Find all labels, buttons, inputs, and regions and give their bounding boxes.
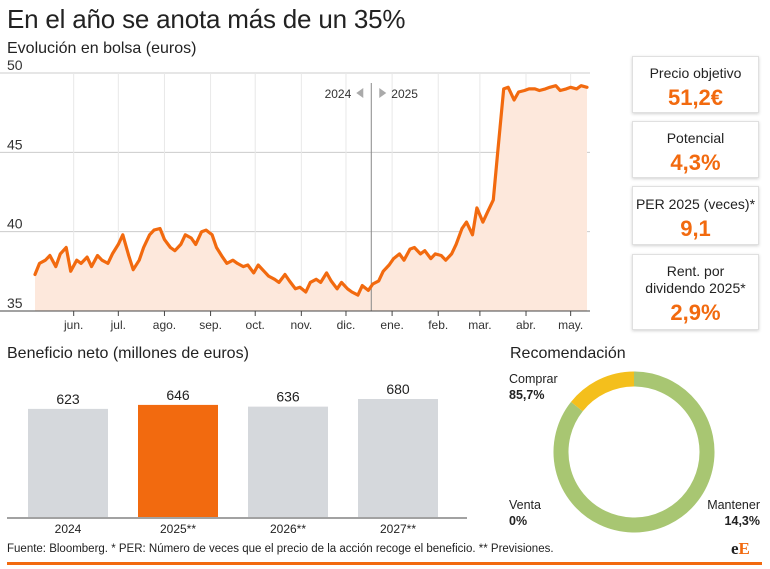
slice-label-value: 0%: [509, 514, 527, 528]
footer-rule: [7, 562, 762, 565]
x-tick-label: abr.: [516, 318, 536, 332]
recommendation-donut-chart: Comprar 85,7% Mantener 14,3% Venta 0%: [509, 371, 760, 533]
bar-2027: [358, 399, 438, 517]
bar-category-label: 2025**: [160, 522, 196, 536]
bar-2024: [28, 408, 108, 517]
chart-subtitle: Evolución en bolsa (euros): [7, 40, 197, 57]
x-tick-label: dic.: [337, 318, 356, 332]
x-tick-label: oct.: [246, 318, 265, 332]
card-label-line2: dividendo 2025*: [645, 280, 746, 296]
slice-label-name: Venta: [509, 498, 541, 512]
brand-logo: eE: [731, 539, 750, 559]
card-label: Precio objetivo: [649, 65, 742, 81]
x-tick-label: jun.: [63, 318, 83, 332]
arrow-left-icon: [356, 88, 364, 98]
slice-label-name: Comprar: [509, 372, 558, 386]
card-label-line1: Rent. por: [666, 263, 725, 279]
dividend-card: Rent. por dividendo 2025* 2,9%: [632, 254, 759, 330]
y-tick-label: 40: [7, 216, 23, 232]
bar-2026: [248, 406, 328, 517]
y-tick-label: 45: [7, 136, 23, 152]
recommendation-section-title: Recomendación: [510, 345, 626, 362]
card-label: Potencial: [666, 130, 725, 146]
logo-letter-e: e: [731, 539, 739, 558]
price-line: [33, 84, 589, 297]
card-value: 2,9%: [670, 300, 721, 325]
profit-section-title: Beneficio neto (millones de euros): [7, 345, 249, 362]
logo-letter-E: E: [738, 539, 750, 558]
bar-category-label: 2027**: [380, 522, 416, 536]
year-label-2024: 2024: [325, 87, 352, 101]
x-tick-label: ene.: [380, 318, 403, 332]
y-tick-label: 35: [7, 295, 23, 311]
source-note: Fuente: Bloomberg. * PER: Número de vece…: [7, 543, 554, 555]
donut-slice-mantener: [571, 371, 635, 412]
bar-value-label: 680: [386, 381, 410, 397]
bar-2025: [138, 404, 218, 517]
year-label-2025: 2025: [391, 87, 418, 101]
page-title: En el año se anota más de un 35%: [7, 4, 406, 34]
stock-price-chart: 35 40 45 50 2024 2025 jun. jul. ago. sep. oct. nov.…: [0, 57, 590, 332]
y-tick-label: 50: [7, 57, 23, 73]
net-profit-chart: 623 2024 646 2025** 636 2026** 680 2027**: [7, 381, 467, 536]
bar-category-label: 2024: [55, 522, 82, 536]
x-tick-label: ago.: [153, 318, 176, 332]
target-price-card: Precio objetivo 51,2€: [632, 56, 759, 113]
bar-value-label: 646: [166, 387, 190, 403]
x-tick-label: nov.: [290, 318, 312, 332]
card-value: 4,3%: [670, 150, 721, 175]
donut-slice-comprar: [553, 371, 715, 533]
x-tick-label: jul.: [110, 318, 126, 332]
arrow-right-icon: [379, 88, 387, 98]
card-label: PER 2025 (veces)*: [635, 196, 756, 212]
card-value: 9,1: [680, 216, 711, 241]
slice-label-name: Mantener: [707, 498, 760, 512]
slice-label-value: 85,7%: [509, 388, 544, 402]
x-tick-label: mar.: [468, 318, 491, 332]
price-area: [35, 85, 588, 311]
bar-value-label: 636: [276, 389, 300, 405]
slice-label-value: 14,3%: [725, 514, 760, 528]
x-tick-label: sep.: [199, 318, 222, 332]
bar-value-label: 623: [56, 391, 80, 407]
card-value: 51,2€: [667, 85, 724, 110]
potential-card: Potencial 4,3%: [632, 121, 759, 178]
x-tick-label: may.: [558, 318, 583, 332]
per-card: PER 2025 (veces)* 9,1: [632, 186, 759, 245]
bar-category-label: 2026**: [270, 522, 306, 536]
x-tick-label: feb.: [428, 318, 448, 332]
